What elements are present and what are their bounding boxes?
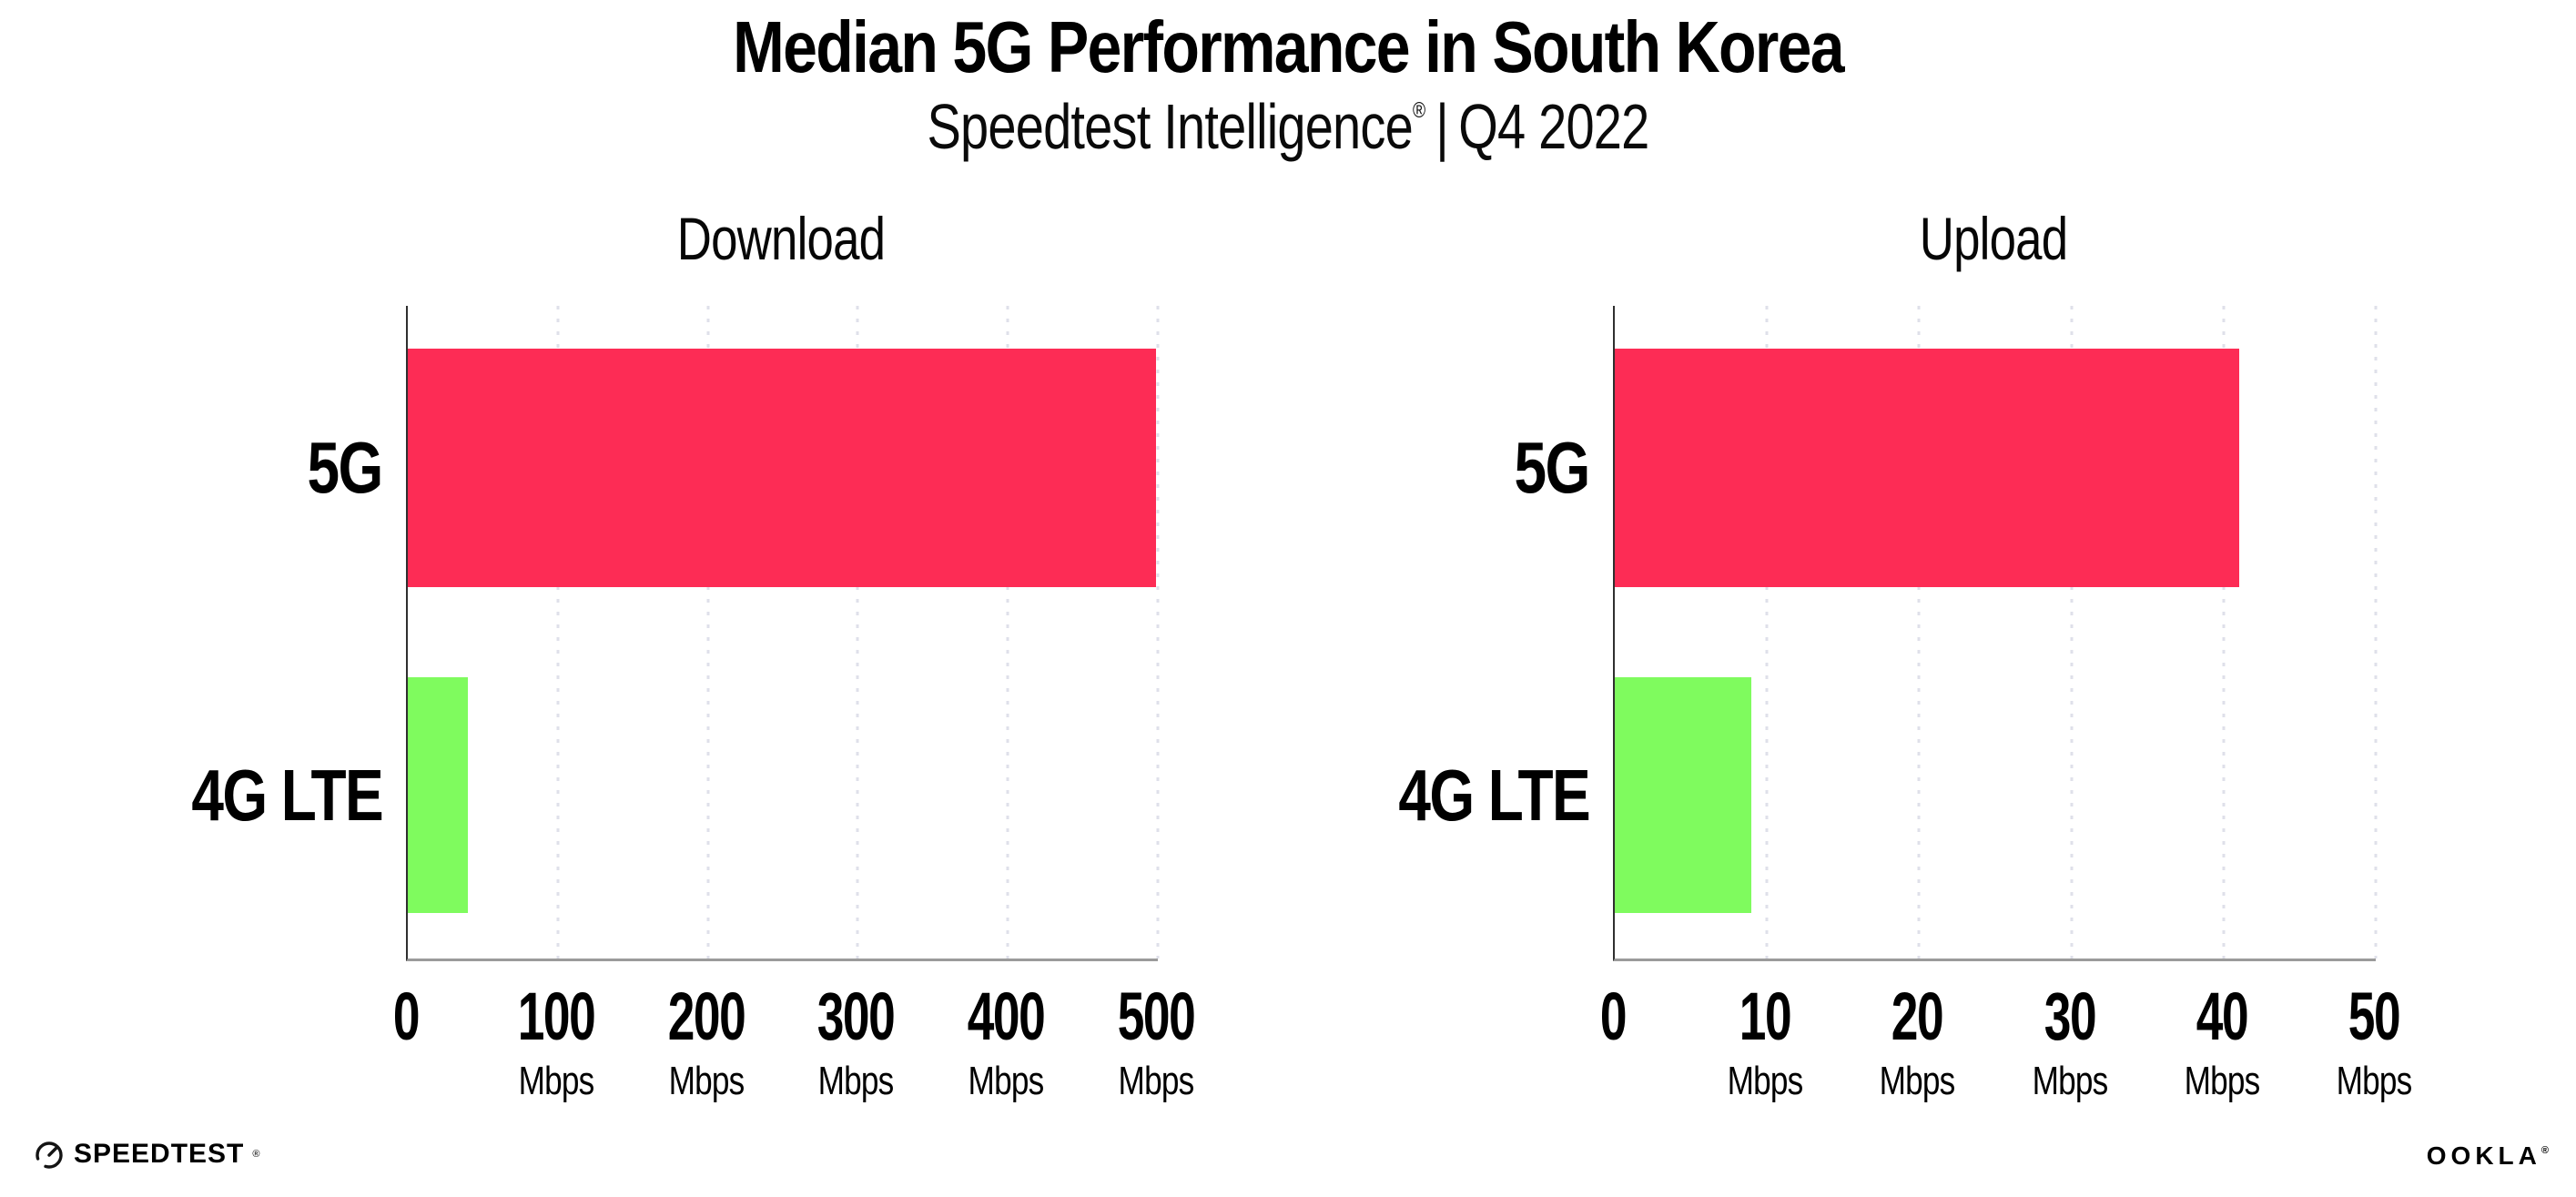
gridline-100 bbox=[556, 306, 560, 959]
x-tick-value: 30 bbox=[2044, 979, 2096, 1054]
x-tick-300: 300 Mbps bbox=[803, 961, 909, 1101]
subtitle-period: Q4 2022 bbox=[1458, 91, 1649, 162]
gridline-500 bbox=[1156, 306, 1160, 959]
gridline-200 bbox=[706, 306, 710, 959]
gridline-300 bbox=[856, 306, 859, 959]
bar-5g bbox=[1615, 349, 2239, 587]
speedtest-wordmark: SPEEDTEST bbox=[74, 1139, 245, 1169]
x-tick-500: 500 Mbps bbox=[1102, 961, 1209, 1101]
bar-4g-lte bbox=[1615, 677, 1752, 913]
x-tick-unit: Mbps bbox=[668, 1059, 745, 1103]
x-tick-value: 0 bbox=[1599, 979, 1628, 1054]
x-tick-10: 10 Mbps bbox=[1718, 961, 1812, 1101]
download-x-axis: 0 100 Mbps 200 Mbps 300 Mbps 400 Mbps 500 Mbps bbox=[393, 961, 1196, 1116]
ookla-logo: OOKLA® bbox=[2427, 1143, 2549, 1169]
speedtest-logo: SPEEDTEST ® bbox=[33, 1138, 259, 1171]
chart-title-upload: Upload bbox=[1919, 205, 2068, 272]
x-tick-100: 100 Mbps bbox=[502, 961, 609, 1101]
gridline-10 bbox=[1765, 306, 1769, 959]
y-label-4g-lte: 4G LTE bbox=[191, 755, 383, 836]
gridline-30 bbox=[2070, 306, 2074, 959]
subtitle-brand: Speedtest Intelligence bbox=[927, 91, 1413, 162]
x-tick-20: 20 Mbps bbox=[1871, 961, 1965, 1101]
x-tick-400: 400 Mbps bbox=[952, 961, 1059, 1101]
x-tick-unit: Mbps bbox=[2032, 1059, 2108, 1103]
x-tick-30: 30 Mbps bbox=[2023, 961, 2117, 1101]
y-label-5g: 5G bbox=[1514, 427, 1591, 508]
x-tick-value: 50 bbox=[2348, 979, 2401, 1054]
x-tick-value: 40 bbox=[2196, 979, 2249, 1054]
x-tick-value: 500 bbox=[1117, 979, 1196, 1054]
x-tick-value: 10 bbox=[1739, 979, 1792, 1054]
x-tick-unit: Mbps bbox=[518, 1059, 594, 1103]
upload-plot-area: 5G 4G LTE bbox=[1398, 306, 2378, 961]
y-label-4g-lte: 4G LTE bbox=[1398, 755, 1590, 836]
x-tick-50: 50 Mbps bbox=[2327, 961, 2421, 1101]
x-tick-value: 100 bbox=[517, 979, 596, 1054]
subtitle-separator: | bbox=[1435, 91, 1449, 162]
ookla-registered-mark: ® bbox=[2541, 1145, 2549, 1156]
speedtest-gauge-icon bbox=[35, 1141, 63, 1169]
x-tick-200: 200 Mbps bbox=[653, 961, 759, 1101]
bar-5g bbox=[408, 349, 1157, 587]
gridline-40 bbox=[2222, 306, 2226, 959]
gridline-20 bbox=[1917, 306, 1921, 959]
x-tick-value: 300 bbox=[817, 979, 896, 1054]
x-tick-unit: Mbps bbox=[2336, 1059, 2413, 1103]
gridline-400 bbox=[1006, 306, 1009, 959]
x-tick-value: 20 bbox=[1891, 979, 1944, 1054]
ookla-wordmark: OOKLA bbox=[2426, 1141, 2541, 1170]
gridline-50 bbox=[2374, 306, 2378, 959]
x-tick-0: 0 bbox=[388, 961, 423, 1050]
x-tick-unit: Mbps bbox=[817, 1059, 895, 1103]
x-tick-value: 200 bbox=[667, 979, 745, 1054]
x-tick-unit: Mbps bbox=[1118, 1059, 1195, 1103]
download-plot-area: 5G 4G LTE bbox=[191, 306, 1160, 961]
x-tick-value: 400 bbox=[967, 979, 1046, 1054]
page-subtitle: Speedtest Intelligence® | Q4 2022 bbox=[258, 95, 2318, 158]
upload-x-axis: 0 10 Mbps 20 Mbps 30 Mbps 40 Mbps 50 Mbps bbox=[1600, 961, 2412, 1116]
chart-title-download: Download bbox=[676, 205, 886, 272]
x-tick-40: 40 Mbps bbox=[2175, 961, 2269, 1101]
x-tick-0: 0 bbox=[1595, 961, 1630, 1050]
x-tick-unit: Mbps bbox=[968, 1059, 1045, 1103]
bar-4g-lte bbox=[408, 677, 468, 913]
registered-mark: ® bbox=[1412, 98, 1426, 123]
speedtest-registered-mark: ® bbox=[252, 1149, 260, 1160]
x-tick-unit: Mbps bbox=[2184, 1059, 2260, 1103]
x-tick-unit: Mbps bbox=[1727, 1059, 1804, 1103]
x-tick-unit: Mbps bbox=[1879, 1059, 1956, 1103]
page-title: Median 5G Performance in South Korea bbox=[733, 6, 1844, 87]
x-tick-value: 0 bbox=[392, 979, 421, 1054]
y-label-5g: 5G bbox=[307, 427, 384, 508]
